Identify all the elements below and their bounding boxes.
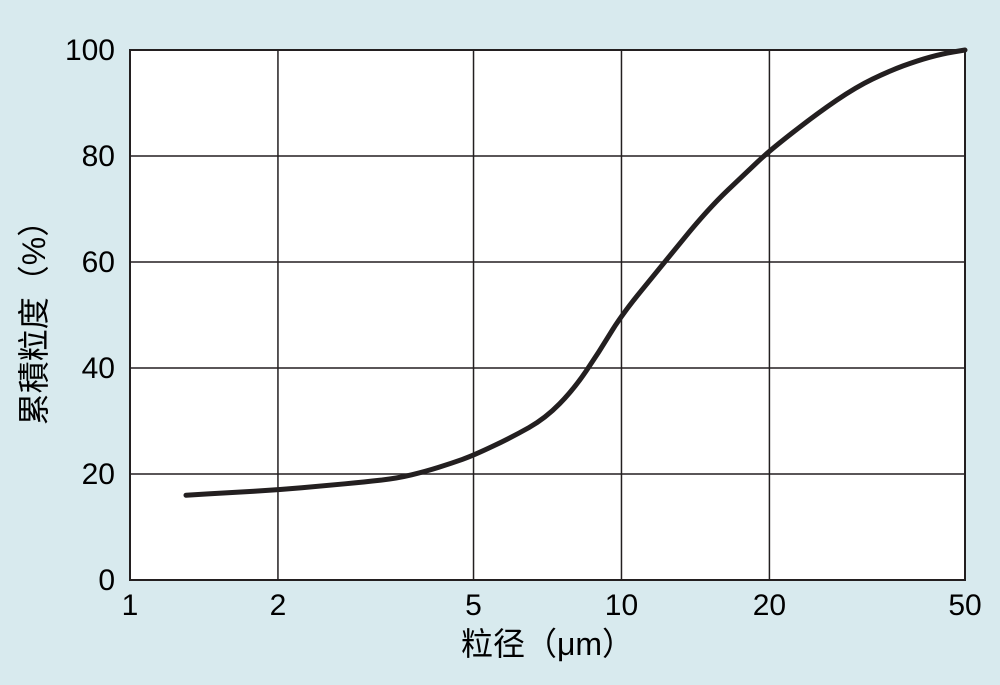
y-tick-label: 0 [98, 564, 115, 597]
y-tick-label: 40 [82, 352, 115, 385]
y-tick-label: 20 [82, 458, 115, 491]
x-tick-label: 50 [948, 589, 981, 622]
x-tick-label: 10 [605, 589, 638, 622]
plot-area-background [130, 50, 965, 580]
particle-size-chart: 1 2 5 10 20 50 0 20 40 60 80 100 粒径（μm） 累積粒度（%） [0, 0, 1000, 685]
y-axis-label: 累積粒度（%） [16, 205, 52, 425]
y-tick-label: 60 [82, 246, 115, 279]
x-tick-label: 5 [465, 589, 482, 622]
x-tick-label: 1 [122, 589, 139, 622]
y-tick-label: 100 [65, 34, 115, 67]
y-tick-label: 80 [82, 140, 115, 173]
x-tick-label: 2 [270, 589, 287, 622]
x-axis-label: 粒径（μm） [461, 626, 634, 662]
x-tick-label: 20 [753, 589, 786, 622]
